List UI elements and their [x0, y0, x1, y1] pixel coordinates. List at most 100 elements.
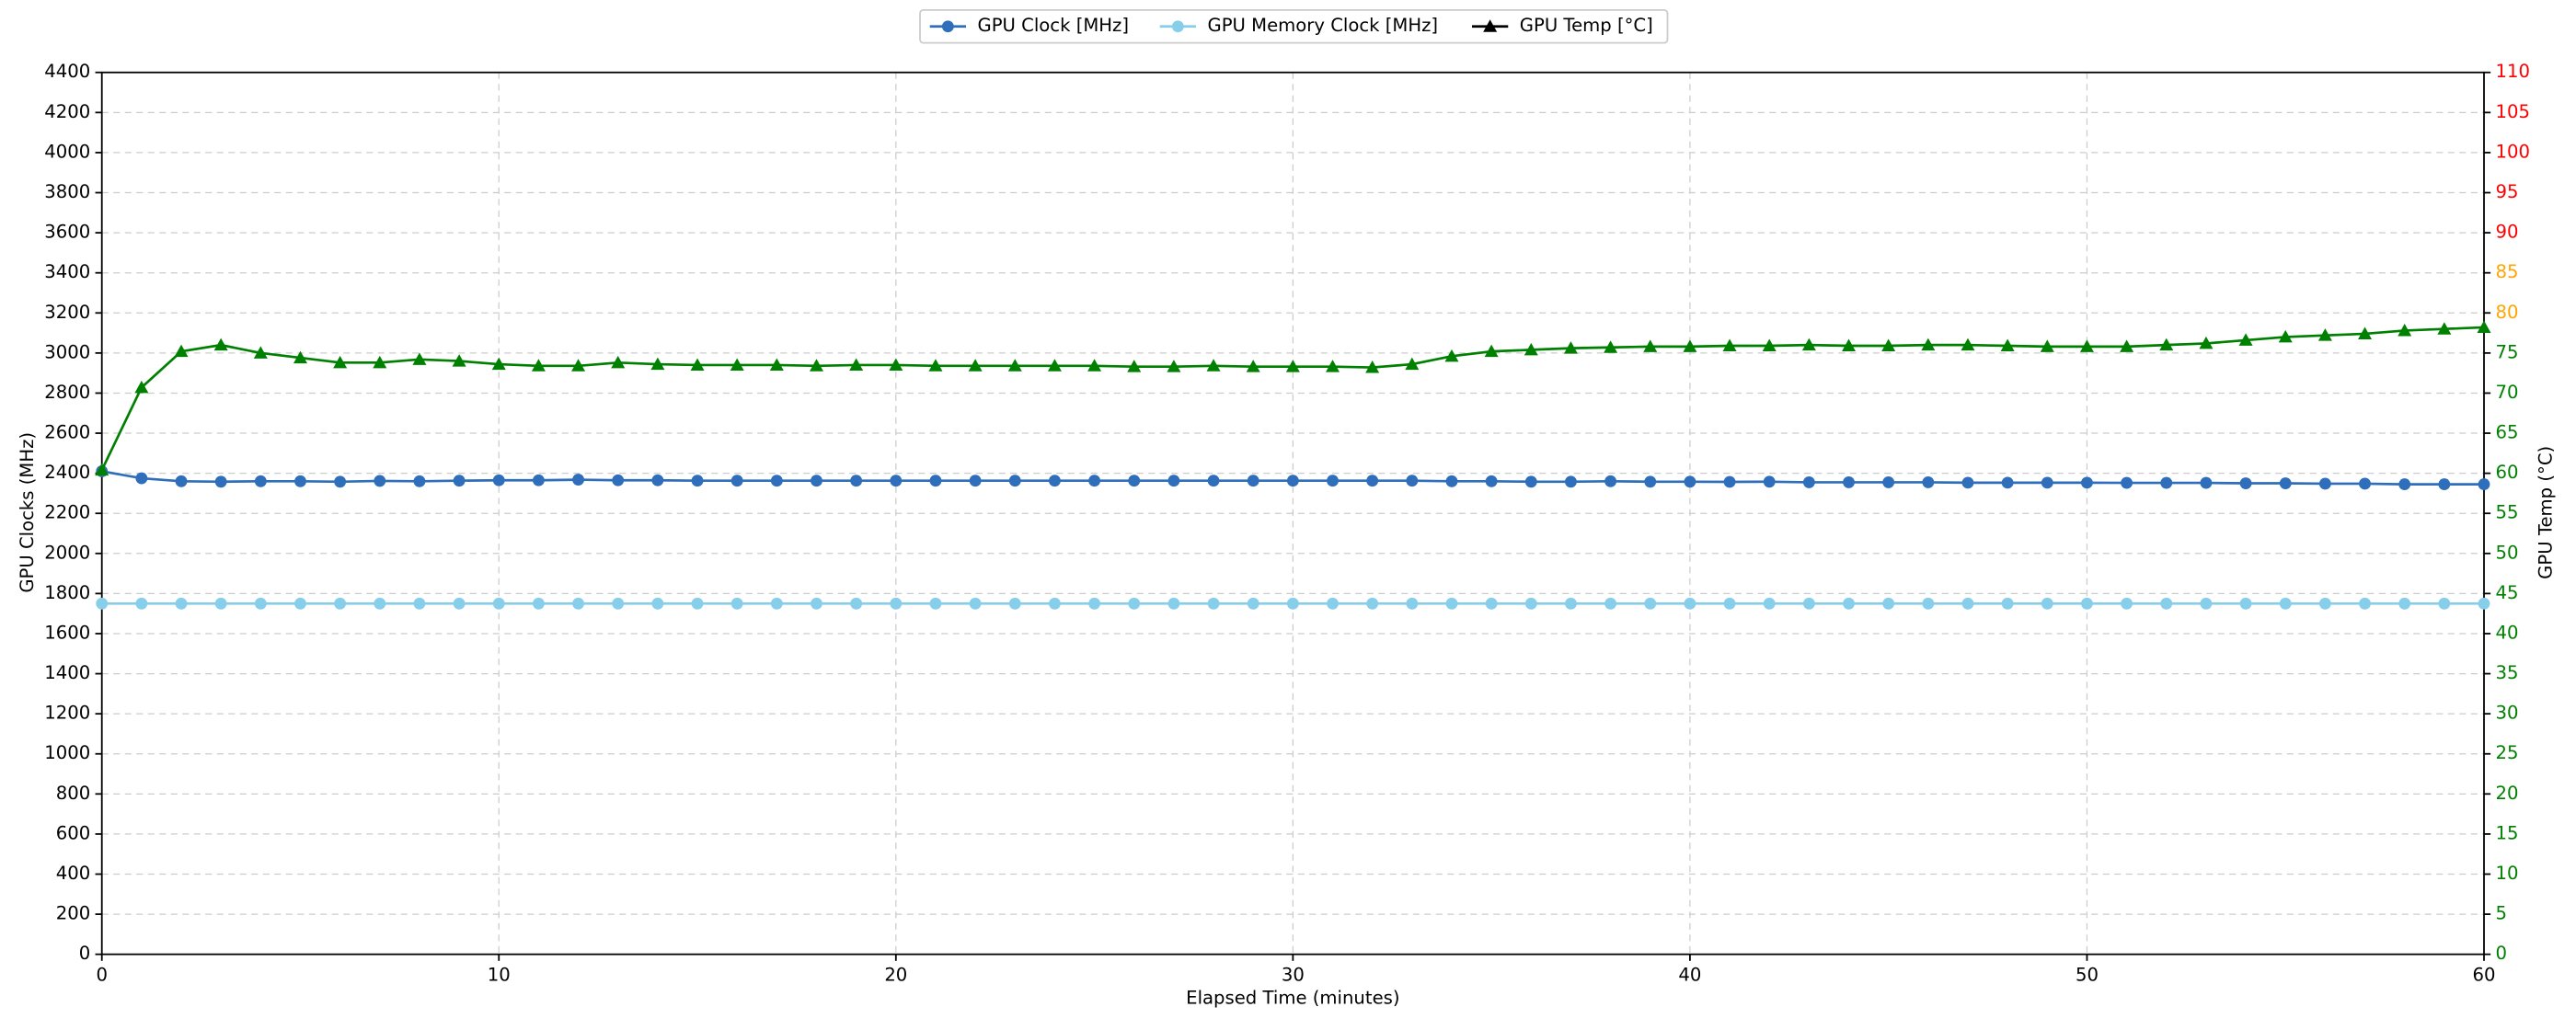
- marker: [1207, 475, 1220, 487]
- marker: [1802, 597, 1815, 610]
- y-tick-label: 3200: [44, 302, 90, 323]
- x-tick-label: 10: [488, 964, 511, 985]
- marker: [691, 475, 704, 487]
- marker: [890, 475, 903, 487]
- y2-tick-label: 95: [2496, 181, 2519, 202]
- marker: [2239, 477, 2252, 489]
- y-tick-label: 2600: [44, 422, 90, 443]
- marker: [1843, 476, 1855, 488]
- marker: [2239, 597, 2252, 610]
- marker: [889, 358, 903, 371]
- y-tick-label: 2800: [44, 382, 90, 403]
- marker: [730, 475, 743, 487]
- marker: [214, 475, 227, 488]
- marker: [135, 597, 148, 610]
- marker: [1565, 475, 1577, 488]
- y-tick-label: 1800: [44, 582, 90, 603]
- marker: [691, 597, 704, 610]
- y-tick-label: 3800: [44, 181, 90, 202]
- marker: [1247, 475, 1259, 487]
- marker: [175, 597, 188, 610]
- marker: [96, 597, 109, 610]
- marker: [2358, 326, 2373, 339]
- marker: [730, 358, 744, 371]
- y-tick-label: 1000: [44, 742, 90, 763]
- marker: [254, 597, 267, 610]
- marker: [1524, 597, 1537, 610]
- marker: [254, 475, 267, 487]
- marker: [492, 474, 505, 486]
- marker: [2160, 476, 2173, 489]
- marker: [1206, 359, 1221, 372]
- y2-tick-label: 80: [2496, 302, 2519, 323]
- marker: [810, 359, 823, 372]
- marker: [1683, 339, 1697, 352]
- marker: [1483, 19, 1498, 32]
- marker: [1961, 476, 1974, 489]
- marker: [453, 475, 466, 487]
- y2-tick-label: 105: [2496, 101, 2530, 122]
- y-axis-label: GPU Clocks (MHz): [17, 432, 38, 593]
- y2-tick-label: 0: [2496, 943, 2508, 964]
- marker: [1881, 338, 1896, 352]
- marker: [2398, 597, 2411, 610]
- marker: [1008, 597, 1021, 610]
- marker: [1882, 476, 1895, 488]
- marker: [2121, 597, 2133, 610]
- legend-label: GPU Memory Clock [MHz]: [1208, 15, 1439, 36]
- marker: [1365, 360, 1380, 373]
- y2-tick-label: 65: [2496, 422, 2519, 443]
- marker: [492, 597, 505, 610]
- marker: [334, 475, 347, 488]
- marker: [1763, 597, 1776, 610]
- marker: [1604, 340, 1618, 353]
- marker: [1326, 360, 1340, 372]
- marker: [1128, 597, 1141, 610]
- marker: [1406, 597, 1419, 610]
- marker: [1247, 597, 1259, 610]
- marker: [929, 597, 942, 610]
- marker: [491, 357, 506, 371]
- marker: [850, 597, 863, 610]
- marker: [730, 597, 743, 610]
- marker: [1485, 597, 1498, 610]
- y-tick-label: 2000: [44, 542, 90, 563]
- marker: [214, 597, 227, 610]
- marker: [1047, 359, 1062, 372]
- marker: [1285, 360, 1300, 372]
- marker: [1171, 20, 1184, 33]
- x-tick-label: 30: [1282, 964, 1305, 985]
- marker: [1961, 338, 1975, 351]
- marker: [135, 472, 148, 485]
- marker: [1524, 342, 1538, 356]
- marker: [1604, 475, 1617, 487]
- marker: [2478, 597, 2490, 610]
- marker: [2200, 476, 2213, 489]
- marker: [1722, 338, 1737, 352]
- marker: [1405, 357, 1420, 371]
- y-tick-label: 0: [79, 943, 91, 964]
- marker: [1604, 597, 1617, 610]
- marker: [1087, 359, 1102, 372]
- plot-frame: [100, 71, 2485, 956]
- x-tick-label: 60: [2473, 964, 2496, 985]
- marker: [294, 597, 306, 610]
- x-tick-label: 20: [884, 964, 907, 985]
- marker: [1843, 597, 1855, 610]
- y2-tick-label: 55: [2496, 502, 2519, 523]
- marker: [969, 597, 982, 610]
- y-tick-label: 3000: [44, 341, 90, 362]
- marker: [2120, 339, 2134, 352]
- marker: [850, 475, 863, 487]
- marker: [571, 359, 586, 372]
- marker: [2160, 597, 2173, 610]
- marker: [531, 359, 546, 372]
- marker: [532, 597, 545, 610]
- marker: [1762, 338, 1777, 352]
- marker: [2041, 476, 2053, 489]
- marker: [572, 474, 584, 486]
- marker: [2040, 339, 2054, 352]
- marker: [1286, 475, 1299, 487]
- y2-tick-label: 30: [2496, 703, 2519, 724]
